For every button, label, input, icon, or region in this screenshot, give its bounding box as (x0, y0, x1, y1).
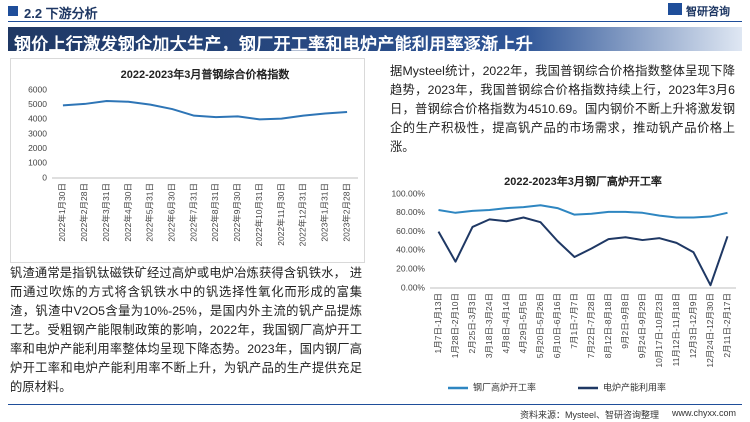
x-tick-label: 11月12日-11月18日 (671, 293, 681, 366)
y-tick-label: 40.00% (396, 245, 425, 255)
footer-rule (8, 404, 742, 405)
y-tick-label: 20.00% (396, 263, 425, 273)
y-tick-label: 5000 (28, 99, 47, 109)
banner: 钢价上行激发钢企加大生产，钢厂开工率和电炉产能利用率逐渐上升 (14, 35, 533, 54)
logo: 智研咨询 (686, 6, 730, 18)
header-rule (8, 21, 742, 22)
x-tick-label: 2022年12月31日 (298, 183, 308, 246)
x-tick-label: 1月7日-1月13日 (433, 293, 443, 353)
series-line (438, 204, 728, 219)
x-tick-label: 12月3日-12月9日 (688, 293, 698, 358)
series-line (62, 100, 348, 121)
x-tick-label: 9月2日-9月8日 (620, 293, 630, 349)
x-tick-label: 12月24日-12月30日 (705, 293, 715, 368)
y-tick-label: 2000 (28, 143, 47, 153)
x-tick-label: 2月11日-2月17日 (722, 293, 732, 358)
x-tick-label: 2022年10月31日 (254, 183, 264, 246)
x-tick-label: 2022年9月30日 (232, 183, 242, 242)
paragraph: 据Mysteel统计，2022年，我国普钢综合价格指数整体呈现下降趋势，2023… (390, 64, 735, 154)
x-tick-label: 2022年5月31日 (145, 183, 155, 242)
x-tick-label: 2022年3月31日 (101, 183, 111, 242)
section-icon (8, 6, 18, 16)
y-tick-label: 0 (42, 172, 47, 182)
x-tick-label: 7月1日-7月7日 (569, 293, 579, 349)
source: 资料来源：Mysteel、智研咨询整理 (520, 410, 660, 420)
x-tick-label: 2022年1月30日 (57, 183, 67, 242)
x-tick-label: 2023年1月31日 (319, 183, 329, 242)
x-tick-label: 10月17日-10月23日 (654, 293, 664, 368)
y-tick-label: 60.00% (396, 226, 425, 236)
y-tick-label: 100.00% (391, 188, 425, 198)
website: www.chyxx.com (672, 408, 737, 418)
paragraph: 钒渣通常是指钒钛磁铁矿经过高炉或电炉冶炼获得含钒铁水， 进而通过吹炼的方式将含钒… (10, 266, 362, 394)
chart-title: 2022-2023年3月普钢综合价格指数 (121, 67, 291, 81)
x-tick-label: 2022年7月31日 (188, 183, 198, 242)
y-tick-label: 80.00% (396, 207, 425, 217)
legend-label: 钢厂高炉开工率 (473, 381, 536, 392)
x-tick-label: 2022年2月28日 (79, 183, 89, 242)
x-tick-label: 8月12日-8月18日 (603, 293, 613, 358)
y-tick-label: 6000 (28, 84, 47, 94)
chart: 2022-2023年3月普钢综合价格指数 0 1000 2000 3000 4000 500… (10, 58, 365, 263)
x-tick-label: 2022年6月30日 (166, 183, 176, 242)
banner-bg (8, 27, 742, 51)
x-tick-label: 4月29日-5月5日 (518, 293, 528, 353)
x-tick-label: 2022年8月31日 (210, 183, 220, 242)
x-tick-label: 5月20日-5月26日 (535, 293, 545, 358)
y-tick-label: 4000 (28, 114, 47, 124)
x-tick-label: 6月10日-6月16日 (552, 293, 562, 358)
y-tick-label: 3000 (28, 128, 47, 138)
x-tick-label: 7月22日-7月28日 (586, 293, 596, 358)
chart-title: 2022-2023年3月钢厂高炉开工率 (504, 174, 662, 188)
x-tick-label: 3月18日-3月24日 (484, 293, 494, 358)
x-tick-label: 2022年4月30日 (123, 183, 133, 242)
x-tick-label: 2023年2月28日 (341, 183, 351, 242)
chart: 2022-2023年3月钢厂高炉开工率 0.00% 20.00% 40.00% 60.0… (391, 174, 736, 392)
x-tick-label: 2月25日-3月3日 (467, 293, 477, 353)
x-tick-label: 9月24日-9月29日 (637, 293, 647, 358)
series-line (437, 216, 729, 287)
x-tick-label: 2022年11月30日 (276, 183, 286, 246)
y-tick-label: 1000 (28, 158, 47, 168)
logo-icon (668, 3, 682, 15)
legend-label: 电炉产能利用率 (603, 381, 666, 392)
x-tick-label: 1月28日-2月10日 (450, 293, 460, 358)
x-tick-label: 4月8日-4月14日 (501, 293, 511, 353)
section-title: 2.2 下游分析 (24, 6, 98, 21)
chart-frame (10, 58, 365, 263)
y-tick-label: 0.00% (401, 282, 426, 292)
